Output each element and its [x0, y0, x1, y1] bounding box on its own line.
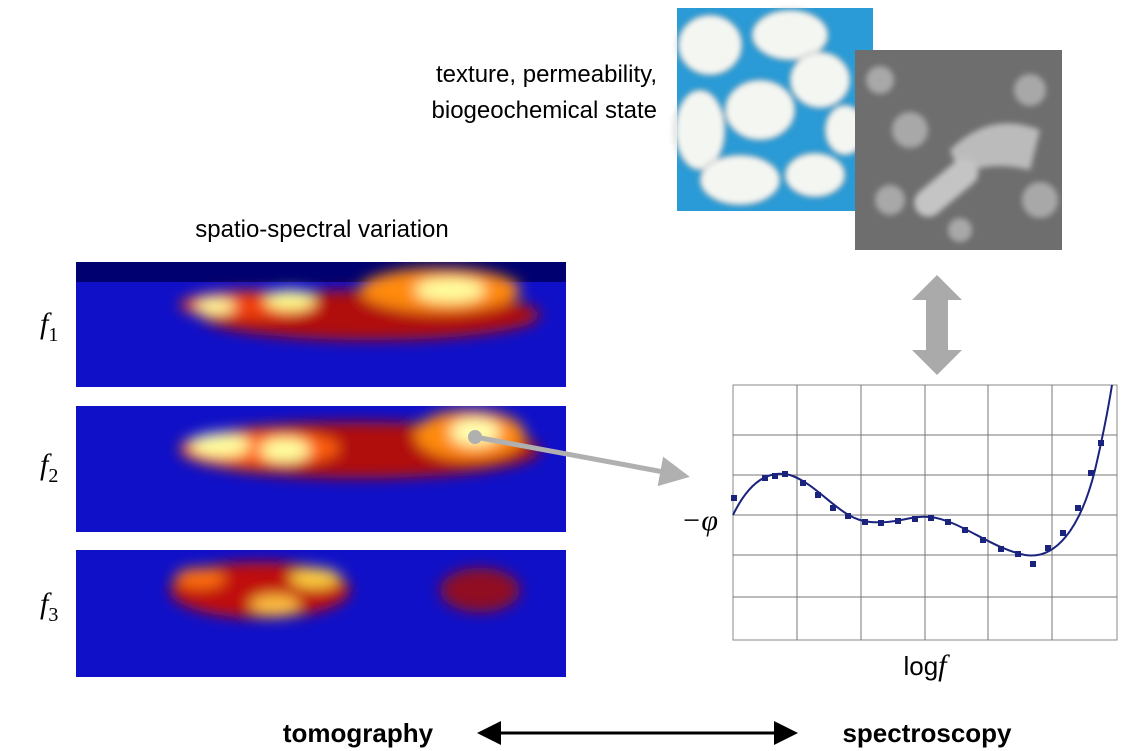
heatmap — [76, 550, 566, 677]
y-axis-label: −φ — [681, 504, 718, 537]
diagram: texture, permeability, biogeochemical st… — [0, 0, 1132, 751]
heatmap — [76, 406, 566, 532]
variation-label: spatio-spectral variation — [195, 216, 448, 243]
spectroscopy-label: spectroscopy — [842, 718, 1012, 748]
double-arrow — [912, 275, 962, 375]
text-part: f — [938, 649, 950, 682]
heatmap — [76, 262, 566, 387]
x-axis-label: logf — [903, 649, 950, 682]
text-part: 3 — [48, 604, 58, 626]
svg-text:f3: f3 — [40, 587, 58, 626]
text-part: 2 — [48, 465, 58, 487]
thin-section-photo — [675, 8, 873, 211]
texture-label: texture, permeability, — [436, 61, 657, 88]
text-part: 1 — [48, 324, 58, 346]
spectrum-plot — [731, 385, 1117, 640]
svg-text:f2: f2 — [40, 448, 58, 487]
texture-label: biogeochemical state — [432, 97, 657, 124]
tomography-label: tomography — [283, 718, 434, 748]
text-part: log — [903, 651, 938, 681]
svg-text:f1: f1 — [40, 307, 58, 346]
sem-photo — [855, 50, 1062, 250]
freq-label: f1 f2 f3 — [40, 307, 58, 626]
